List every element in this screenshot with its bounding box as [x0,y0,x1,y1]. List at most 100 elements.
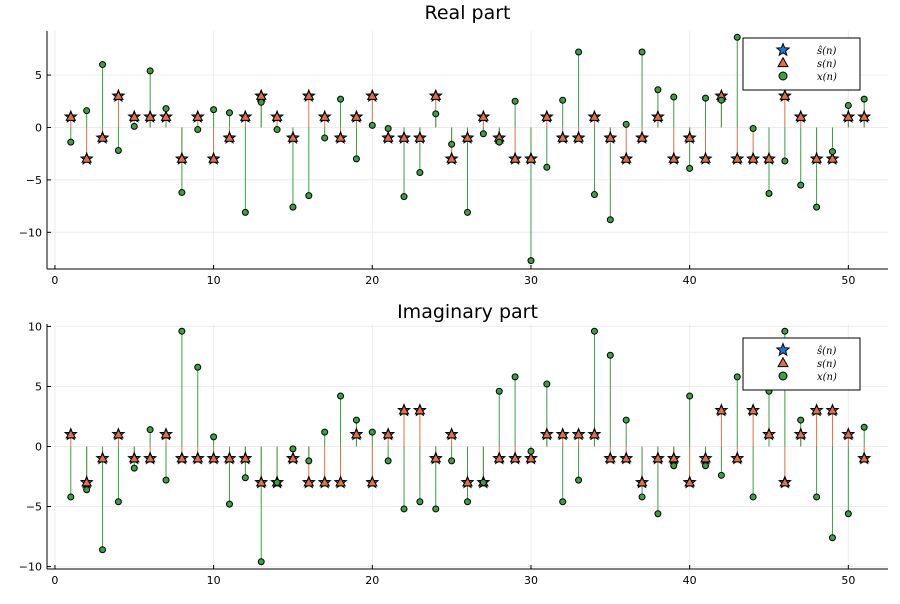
s-point [779,476,791,487]
x-point [781,327,789,335]
x-point [654,510,662,518]
x-point [67,138,75,146]
s-point [573,132,584,142]
s-point [462,476,473,487]
s-point [112,428,124,439]
s-point [509,153,521,163]
s-point [128,111,140,121]
s-point [604,452,616,463]
x-point [654,86,662,94]
x-point [733,373,741,381]
markers [63,327,872,566]
x-point [717,96,725,104]
s-point [668,452,680,463]
s-point [319,476,331,487]
s-point [827,404,838,415]
legend-box [742,337,861,391]
x-point [606,351,614,359]
s-point [144,452,156,463]
legend-label: s(n) [817,59,836,70]
x-point [337,95,345,103]
s-point [430,452,442,463]
x-point [511,97,519,105]
x-point [178,188,186,196]
panel-real: 0 10 20 30 40 50 −10 −5 0 5 Real part ŝ(n) s(n) x(n) [19,2,888,287]
x-point [368,121,376,129]
x-point [416,498,424,506]
x-point [543,380,551,388]
s-point [97,132,108,142]
s-point [636,132,648,142]
x-point [321,428,329,436]
s-point [636,476,648,487]
s-point [81,476,93,487]
x-point [432,505,440,513]
s-point [65,428,77,439]
s-point [731,153,743,163]
s-point [842,111,854,121]
x-point [241,208,249,216]
x-point [368,428,376,436]
x-point [749,493,757,501]
x-point [162,105,170,113]
s-point [287,452,299,463]
x-point [384,457,392,465]
x-tick-label: 50 [841,274,855,287]
x-point [178,327,186,335]
s-point [763,428,775,439]
s-point [668,153,680,163]
x-point [702,462,710,470]
s-point [224,452,235,463]
s-point [493,452,505,463]
s-point [652,111,664,121]
x-point [400,193,408,201]
x-point [749,125,757,133]
x-point [813,493,821,501]
x-point [432,110,440,118]
chart-title: Real part [425,2,511,24]
s-point [382,428,394,439]
x-point [114,147,122,155]
x-point [479,130,487,138]
s-point [684,476,696,487]
s-point [160,428,172,439]
x-point [511,373,519,381]
s-point [335,476,346,487]
x-point [844,101,852,109]
x-point [622,120,630,128]
x-point [495,138,503,146]
s-point [303,476,315,487]
s-point [239,452,251,463]
s-point [715,404,727,415]
s-point [604,132,616,142]
x-tick-label: 10 [207,574,221,587]
s-point [366,90,378,100]
x-tick-label: 50 [841,574,855,587]
s-point [700,153,711,163]
x-point [464,498,471,506]
x-point [384,125,392,133]
s-point [509,452,521,463]
y-tick-label: 5 [35,380,42,393]
x-point [527,447,535,455]
x-point [241,474,249,482]
markers [63,33,872,265]
x-tick-label: 30 [524,574,538,587]
s-point [589,111,600,121]
y-tick-label: −5 [26,501,42,514]
s-point [398,132,410,142]
s-point [239,111,251,121]
y-tick-label: 0 [35,121,42,134]
y-tick-label: −10 [19,226,42,239]
x-point [225,500,233,508]
x-point [495,387,503,395]
x-point [860,95,868,103]
s-point [700,452,711,463]
x-point [702,94,710,102]
s-point [557,428,569,439]
x-point [99,546,107,554]
x-tick-label: 0 [51,574,58,587]
x-point [765,190,773,198]
x-point [416,169,424,177]
s-point [319,111,331,121]
